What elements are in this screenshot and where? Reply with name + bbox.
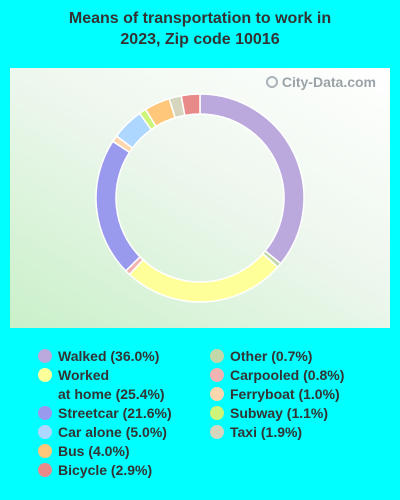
legend-item-walked: Walked (36.0%) bbox=[38, 347, 218, 366]
legend-label-walked: Walked (36.0%) bbox=[58, 348, 160, 364]
city-data-logo-icon bbox=[265, 76, 278, 88]
plot-area: City-Data.com bbox=[10, 68, 390, 328]
legend-item-taxi: Taxi (1.9%) bbox=[210, 423, 400, 442]
legend-label-other: Other (0.7%) bbox=[230, 348, 313, 364]
legend-label-bicycle: Bicycle (2.9%) bbox=[58, 462, 153, 478]
legend-label-taxi: Taxi (1.9%) bbox=[230, 424, 303, 440]
legend-swatch-walked bbox=[38, 349, 52, 363]
legend-label-worked-at-home: Worked at home (25.4%) bbox=[58, 367, 165, 402]
chart-title-line-1: Means of transportation to work in bbox=[68, 10, 332, 27]
legend-item-streetcar: Streetcar (21.6%) bbox=[38, 404, 218, 423]
legend-item-worked-at-home: Worked at home (25.4%) bbox=[38, 366, 218, 404]
legend-item-bus: Bus (4.0%) bbox=[38, 442, 218, 461]
chart-title: Means of transportation to work in 2023,… bbox=[0, 8, 400, 50]
legend-column-left: Walked (36.0%) Worked at home (25.4%) Stree… bbox=[38, 347, 218, 480]
legend-item-other: Other (0.7%) bbox=[210, 347, 400, 366]
legend-label-ferryboat: Ferryboat (1.0%) bbox=[230, 386, 340, 402]
chart-title-line-2: 2023, Zip code 10016 bbox=[120, 31, 280, 48]
legend-label-bus: Bus (4.0%) bbox=[58, 443, 130, 459]
legend-swatch-ferryboat bbox=[210, 387, 224, 401]
legend-item-car-alone: Car alone (5.0%) bbox=[38, 423, 218, 442]
donut-chart bbox=[95, 93, 305, 303]
legend-item-carpooled: Carpooled (0.8%) bbox=[210, 366, 400, 385]
legend-column-right: Other (0.7%) Carpooled (0.8%) Ferryboat (1… bbox=[210, 347, 400, 442]
legend-swatch-taxi bbox=[210, 425, 224, 439]
watermark: City-Data.com bbox=[265, 74, 376, 90]
legend-item-subway: Subway (1.1%) bbox=[210, 404, 400, 423]
legend-label-subway: Subway (1.1%) bbox=[230, 405, 329, 421]
legend-label-carpooled: Carpooled (0.8%) bbox=[230, 367, 345, 383]
legend-label-streetcar: Streetcar (21.6%) bbox=[58, 405, 172, 421]
legend-swatch-bicycle bbox=[38, 463, 52, 477]
slice-bicycle bbox=[180, 93, 201, 117]
legend-swatch-carpooled bbox=[210, 368, 224, 382]
legend-item-ferryboat: Ferryboat (1.0%) bbox=[210, 385, 400, 404]
legend-swatch-other bbox=[210, 349, 224, 363]
slice-streetcar bbox=[95, 140, 142, 272]
slice-walked bbox=[199, 93, 305, 265]
legend-swatch-car-alone bbox=[38, 425, 52, 439]
legend-label-car-alone: Car alone (5.0%) bbox=[58, 424, 167, 440]
watermark-text: City-Data.com bbox=[281, 74, 376, 90]
legend-swatch-bus bbox=[38, 444, 52, 458]
slice-worked-at-home bbox=[128, 252, 279, 303]
legend-swatch-streetcar bbox=[38, 406, 52, 420]
legend-item-bicycle: Bicycle (2.9%) bbox=[38, 461, 218, 480]
legend-swatch-worked-at-home bbox=[38, 368, 52, 382]
legend-swatch-subway bbox=[210, 406, 224, 420]
